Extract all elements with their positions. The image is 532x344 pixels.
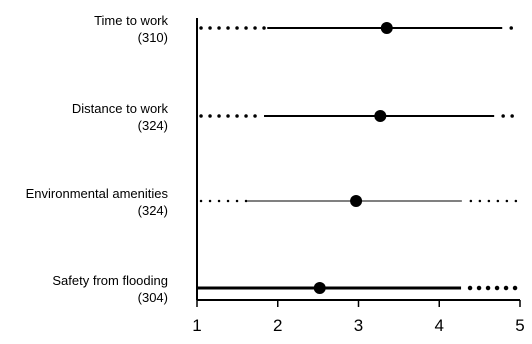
- chart-rows: Time to work(310)Distance to work(324)En…: [26, 13, 523, 305]
- category-label: Safety from flooding: [52, 273, 168, 288]
- x-tick-label: 3: [354, 316, 363, 335]
- x-tick-label: 4: [435, 316, 444, 335]
- category-count: (304): [138, 290, 168, 305]
- x-tick-label: 5: [515, 316, 524, 335]
- category-count: (310): [138, 30, 168, 45]
- category-label: Environmental amenities: [26, 186, 169, 201]
- category-count: (324): [138, 203, 168, 218]
- row-distance-to-work: Distance to work (324): [72, 101, 522, 133]
- x-tick-label: 1: [192, 316, 201, 335]
- row-environmental-amenities: Environmental amenities (324): [26, 186, 518, 218]
- x-axis-ticks: 1 2 3 4 5: [192, 300, 525, 335]
- category-count: (324): [138, 118, 168, 133]
- row-safety-from-flooding: Safety from flooding (304): [52, 273, 523, 305]
- row-time-to-work: Time to work (310): [94, 13, 518, 45]
- category-label: Distance to work: [72, 101, 169, 116]
- mean-point: [350, 195, 363, 207]
- mean-point: [380, 22, 393, 34]
- mean-point: [374, 110, 387, 122]
- category-label: Time to work: [94, 13, 168, 28]
- x-tick-label: 2: [273, 316, 282, 335]
- mean-point: [313, 282, 326, 294]
